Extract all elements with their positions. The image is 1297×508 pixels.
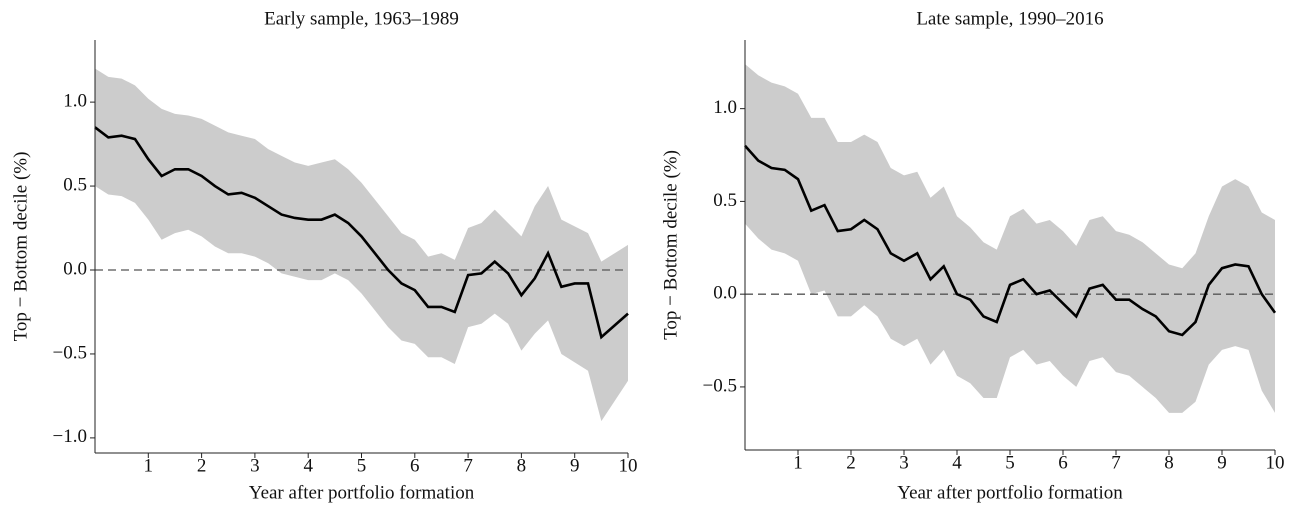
confidence-band bbox=[745, 64, 1275, 413]
y-tick-label: 0.0 bbox=[713, 283, 737, 304]
x-tick-label: 6 bbox=[1058, 452, 1068, 473]
x-axis-label: Year after portfolio formation bbox=[897, 482, 1123, 503]
confidence-band bbox=[95, 68, 628, 422]
x-tick-label: 7 bbox=[463, 455, 473, 476]
x-tick-label: 9 bbox=[1217, 452, 1227, 473]
x-tick-label: 8 bbox=[1164, 452, 1174, 473]
x-tick-label: 1 bbox=[793, 452, 803, 473]
y-tick-label: 0.5 bbox=[713, 190, 737, 211]
y-tick-label: 1.0 bbox=[713, 97, 737, 118]
x-tick-label: 5 bbox=[1005, 452, 1015, 473]
x-axis-label: Year after portfolio formation bbox=[249, 482, 475, 503]
x-tick-label: 3 bbox=[250, 455, 260, 476]
x-tick-label: 1 bbox=[144, 455, 154, 476]
y-tick-label: −1.0 bbox=[53, 426, 87, 447]
y-axis-label: Top − Bottom decile (%) bbox=[10, 152, 31, 342]
x-tick-label: 9 bbox=[570, 455, 580, 476]
x-tick-label: 4 bbox=[303, 455, 313, 476]
data-line bbox=[744, 144, 1277, 337]
x-tick-label: 10 bbox=[1266, 452, 1285, 473]
x-tick-label: 7 bbox=[1111, 452, 1121, 473]
data-line bbox=[94, 126, 629, 340]
x-tick-label: 6 bbox=[410, 455, 420, 476]
x-tick-label: 2 bbox=[846, 452, 856, 473]
chart-title: Late sample, 1990–2016 bbox=[916, 8, 1103, 29]
x-tick-label: 10 bbox=[619, 455, 638, 476]
y-axis-label: Top − Bottom decile (%) bbox=[660, 150, 681, 340]
y-tick-label: 1.0 bbox=[63, 90, 87, 111]
y-tick-label: −0.5 bbox=[703, 375, 737, 396]
x-tick-label: 5 bbox=[357, 455, 367, 476]
x-tick-label: 3 bbox=[899, 452, 909, 473]
y-tick-label: 0.0 bbox=[63, 258, 87, 279]
chart-title: Early sample, 1963–1989 bbox=[264, 8, 459, 29]
y-tick-label: 0.5 bbox=[63, 174, 87, 195]
y-tick-label: −0.5 bbox=[53, 342, 87, 363]
x-tick-label: 2 bbox=[197, 455, 207, 476]
x-tick-label: 8 bbox=[517, 455, 527, 476]
x-tick-label: 4 bbox=[952, 452, 962, 473]
